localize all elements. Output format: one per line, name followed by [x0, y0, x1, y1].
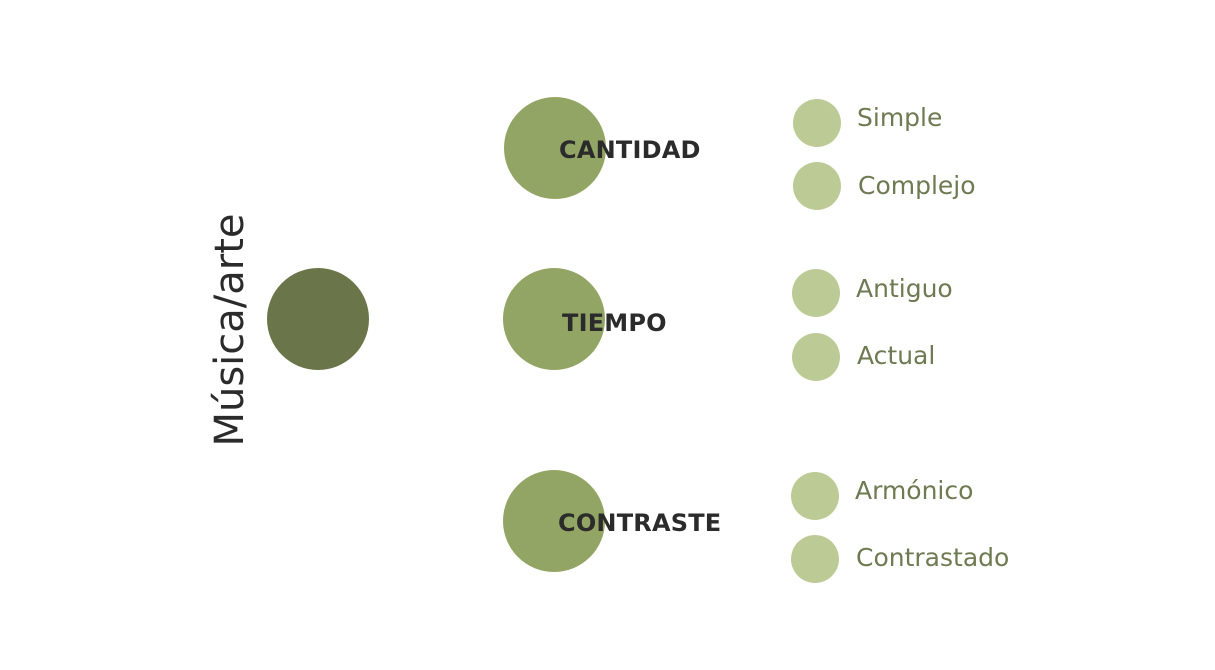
subnode-label-contrastado: Contrastado [856, 543, 1010, 572]
category-node-label-contraste: CONTRASTE [558, 509, 722, 537]
subnode-circle-armonico [791, 472, 839, 520]
subnode-circle-complejo [793, 162, 841, 210]
category-node-circle-contraste [503, 470, 605, 572]
category-node-label-cantidad: CANTIDAD [559, 136, 701, 164]
subnode-label-armonico: Armónico [855, 476, 974, 505]
subnode-circle-simple [793, 99, 841, 147]
category-node-circle-tiempo [503, 268, 605, 370]
root-node-circle [267, 268, 369, 370]
subnode-label-simple: Simple [857, 103, 943, 132]
subnode-circle-antiguo [792, 269, 840, 317]
subnode-circle-actual [792, 333, 840, 381]
category-node-label-tiempo: TIEMPO [562, 309, 667, 337]
subnode-label-actual: Actual [857, 341, 936, 370]
category-node-circle-cantidad [504, 97, 606, 199]
subnode-circle-contrastado [791, 535, 839, 583]
root-node-label: Música/arte [207, 213, 253, 447]
subnode-label-complejo: Complejo [858, 171, 976, 200]
subnode-label-antiguo: Antiguo [856, 274, 953, 303]
